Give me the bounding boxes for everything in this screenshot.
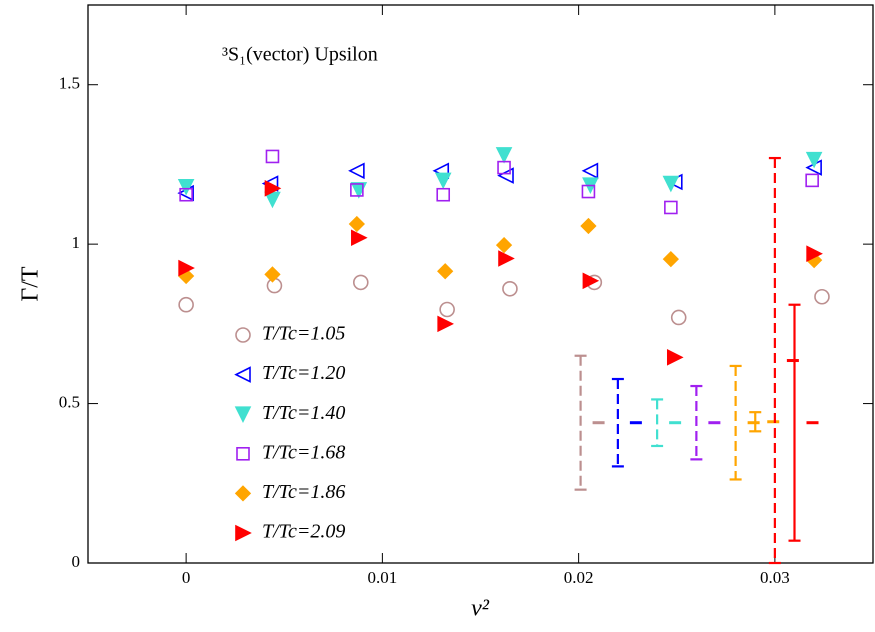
- marker: [502, 280, 518, 297]
- marker: [497, 167, 514, 184]
- marker: [234, 366, 251, 383]
- marker: [495, 236, 513, 254]
- marker: [666, 349, 684, 366]
- marker: [266, 277, 283, 294]
- y-tick-label: 0.5: [59, 392, 80, 411]
- marker: [235, 327, 251, 343]
- marker: [264, 266, 281, 283]
- marker: [437, 263, 454, 280]
- marker: [351, 229, 368, 247]
- marker: [352, 274, 369, 291]
- marker: [498, 250, 515, 267]
- marker: [805, 173, 819, 188]
- marker: [806, 245, 823, 263]
- marker: [495, 147, 513, 164]
- x-tick-label: 0.02: [564, 568, 594, 587]
- marker: [439, 301, 455, 318]
- marker: [348, 162, 365, 180]
- y-axis-label: Γ/T: [18, 266, 44, 302]
- marker: [437, 315, 454, 333]
- marker: [662, 250, 679, 268]
- legend-label: T/Tc=2.09: [262, 521, 345, 543]
- x-tick-label: 0.03: [760, 568, 790, 587]
- marker: [581, 162, 599, 180]
- marker: [670, 309, 687, 326]
- marker: [177, 178, 195, 196]
- marker: [662, 175, 680, 193]
- marker: [581, 184, 596, 199]
- marker: [350, 182, 368, 199]
- legend-label: T/Tc=1.40: [262, 402, 345, 424]
- y-tick-label: 1.5: [59, 74, 80, 93]
- marker: [580, 217, 597, 235]
- marker: [582, 272, 600, 290]
- legend-label: T/Tc=1.20: [262, 362, 345, 384]
- marker: [234, 485, 252, 502]
- marker: [236, 446, 250, 461]
- legend-label: T/Tc=1.05: [262, 323, 345, 345]
- marker: [805, 151, 823, 169]
- marker: [348, 215, 365, 233]
- marker: [179, 187, 193, 202]
- y-tick-label: 1: [72, 233, 81, 252]
- plot-frame: [87, 4, 874, 564]
- x-tick-label: 0: [182, 568, 191, 587]
- marker: [350, 183, 364, 197]
- marker: [265, 149, 280, 164]
- marker: [234, 406, 252, 423]
- marker: [814, 288, 830, 305]
- legend-label: T/Tc=1.68: [262, 441, 345, 463]
- x-axis-label: v²: [471, 596, 490, 622]
- marker: [434, 172, 452, 190]
- y-tick-label: 0: [72, 552, 81, 571]
- legend-label: T/Tc=1.86: [262, 481, 345, 503]
- annotation: ³S₁(vector) Upsilon: [222, 44, 378, 66]
- x-tick-label: 0.01: [368, 568, 398, 587]
- marker: [264, 180, 282, 197]
- marker: [178, 259, 195, 277]
- marker: [497, 160, 511, 175]
- marker: [664, 200, 678, 215]
- marker: [235, 524, 252, 542]
- marker: [436, 187, 451, 202]
- marker: [178, 296, 194, 313]
